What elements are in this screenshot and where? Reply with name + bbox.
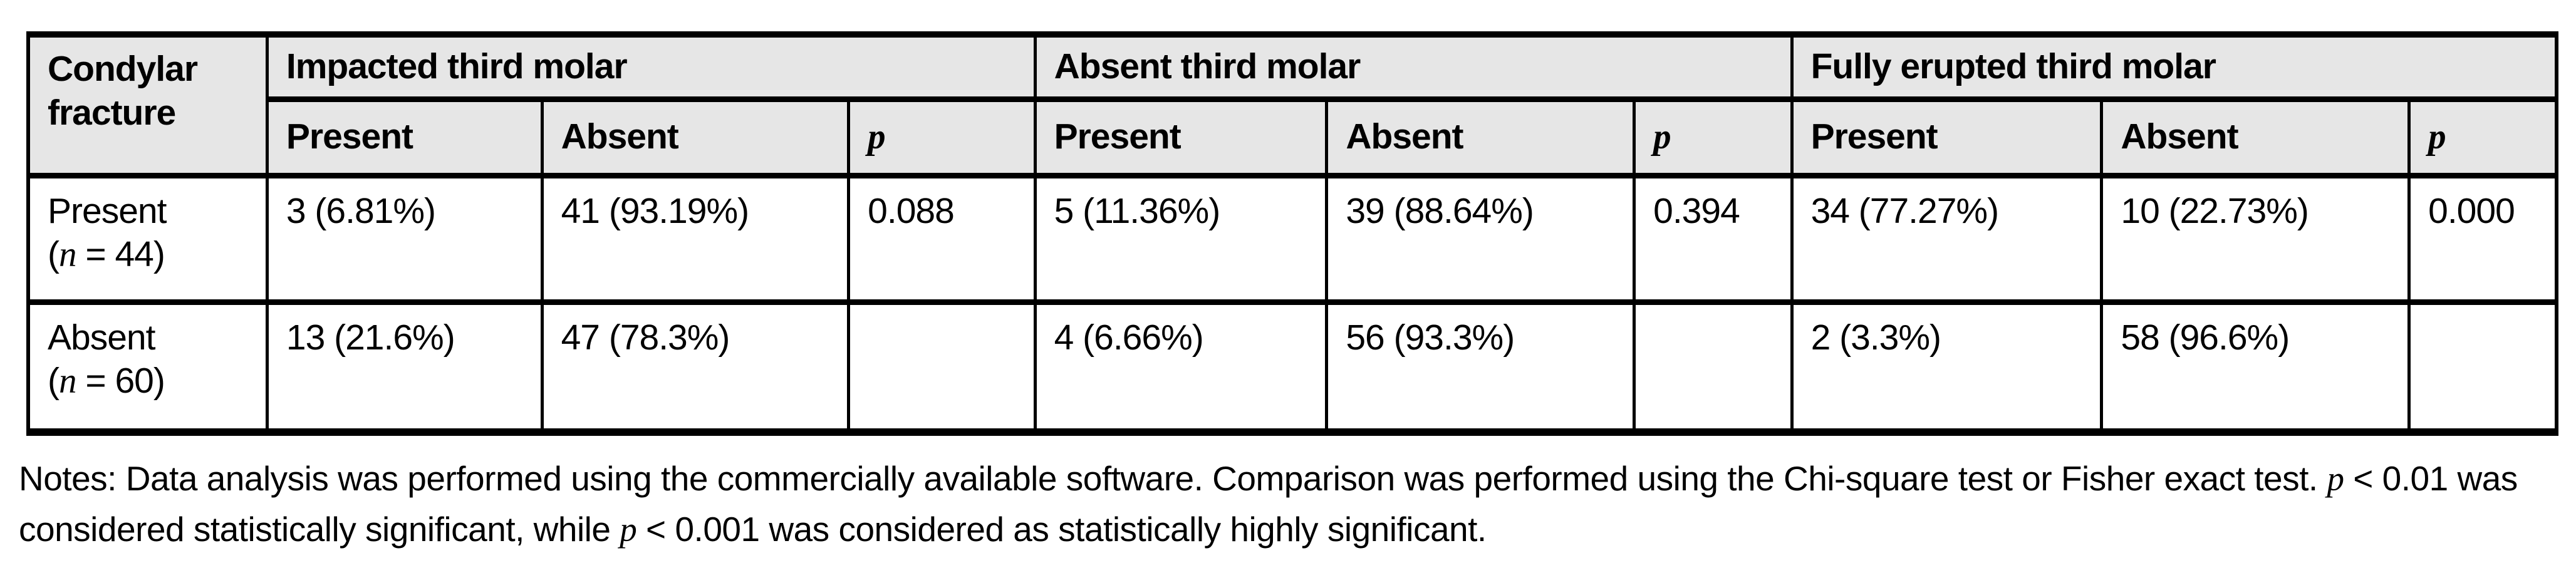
cell-impacted-p-r2	[847, 302, 1037, 433]
corner-header-condylar-fracture: Condylar fracture	[26, 34, 269, 178]
table-row-fracture-absent: Absent (n = 60) 13 (21.6%) 47 (78.3%) 4 …	[26, 302, 2558, 433]
group-header-fully-erupted-third-molar: Fully erupted third molar	[1790, 34, 2558, 102]
row-label-n-symbol: n	[58, 361, 76, 401]
cell-absentgroup-absent-r1: 39 (88.64%)	[1325, 175, 1636, 305]
row-label-n-open: (	[48, 234, 60, 275]
row-label-absent-n60: Absent (n = 60)	[26, 302, 269, 433]
cell-erupted-p-r1: 0.000	[2407, 175, 2558, 305]
table-notes: Notes: Data analysis was performed using…	[19, 453, 2537, 555]
row-label-present-n44: Present (n = 44)	[26, 175, 269, 305]
notes-text-a: Notes: Data analysis was performed using…	[19, 459, 2327, 498]
subheader-impacted-p: p	[847, 99, 1037, 178]
subheader-impacted-absent: Absent	[540, 99, 851, 178]
subheader-absentgroup-p: p	[1633, 99, 1794, 178]
cell-erupted-absent-r1: 10 (22.73%)	[2100, 175, 2411, 305]
notes-p-symbol-2: p	[620, 510, 637, 549]
notes-text-c: < 0.001 was considered as statistically …	[636, 510, 1487, 549]
cell-impacted-absent-r1: 41 (93.19%)	[540, 175, 851, 305]
cell-impacted-p-r1: 0.088	[847, 175, 1037, 305]
cell-absentgroup-absent-r2: 56 (93.3%)	[1325, 302, 1636, 433]
row-label-n-open: (	[48, 361, 60, 401]
row-label-n-symbol: n	[58, 235, 76, 275]
condylar-fracture-table: Condylar fracture Impacted third molar A…	[26, 31, 2558, 436]
group-header-impacted-third-molar: Impacted third molar	[265, 34, 1037, 102]
row-label-text: Present	[48, 190, 167, 231]
subheader-erupted-present: Present	[1790, 99, 2104, 178]
cell-absentgroup-p-r2	[1633, 302, 1794, 433]
subheader-absentgroup-absent: Absent	[1325, 99, 1636, 178]
subheader-erupted-absent: Absent	[2100, 99, 2411, 178]
subheader-impacted-present: Present	[265, 99, 544, 178]
row-label-n-value: = 60)	[76, 361, 165, 401]
notes-p-symbol-1: p	[2327, 460, 2344, 498]
cell-absentgroup-p-r1: 0.394	[1633, 175, 1794, 305]
cell-erupted-present-r2: 2 (3.3%)	[1790, 302, 2104, 433]
cell-erupted-p-r2	[2407, 302, 2558, 433]
table-row-fracture-present: Present (n = 44) 3 (6.81%) 41 (93.19%) 0…	[26, 175, 2558, 305]
cell-impacted-present-r2: 13 (21.6%)	[265, 302, 544, 433]
row-label-n-value: = 44)	[76, 234, 165, 275]
cell-impacted-absent-r2: 47 (78.3%)	[540, 302, 851, 433]
statistics-table-container: Condylar fracture Impacted third molar A…	[26, 31, 2558, 436]
cell-erupted-absent-r2: 58 (96.6%)	[2100, 302, 2411, 433]
table-sub-header-row: Present Absent p Present Absent p Presen…	[28, 99, 2558, 178]
cell-erupted-present-r1: 34 (77.27%)	[1790, 175, 2104, 305]
cell-absentgroup-present-r1: 5 (11.36%)	[1033, 175, 1329, 305]
subheader-erupted-p: p	[2407, 99, 2558, 178]
subheader-absentgroup-present: Present	[1033, 99, 1329, 178]
table-group-header-row: Condylar fracture Impacted third molar A…	[26, 34, 2558, 178]
cell-impacted-present-r1: 3 (6.81%)	[265, 175, 544, 305]
cell-absentgroup-present-r2: 4 (6.66%)	[1033, 302, 1329, 433]
row-label-text: Absent	[48, 317, 155, 358]
group-header-absent-third-molar: Absent third molar	[1033, 34, 1794, 102]
notes-text-b: < 0.01 was considered statistically sign…	[19, 459, 2518, 549]
